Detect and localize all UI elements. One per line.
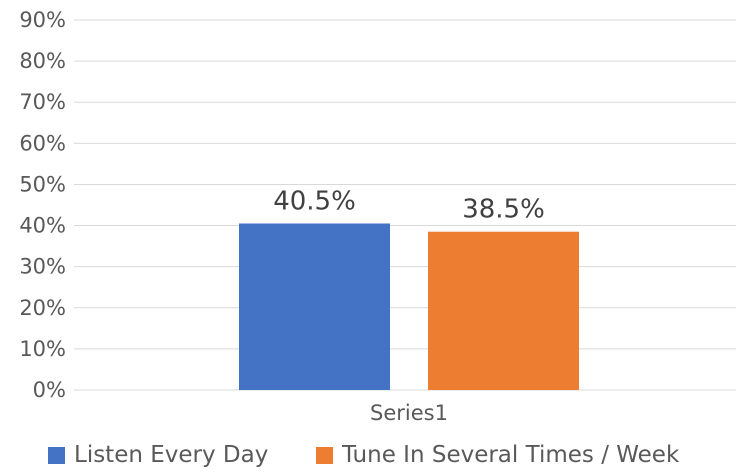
y-tick-label-10: 10% bbox=[19, 337, 66, 361]
y-tick-label-90: 90% bbox=[19, 8, 66, 32]
bar-listen-every-day bbox=[239, 223, 390, 390]
legend: Listen Every Day Tune In Several Times / … bbox=[48, 442, 680, 468]
y-tick-label-20: 20% bbox=[19, 296, 66, 320]
legend-label-listen-every-day: Listen Every Day bbox=[74, 442, 268, 468]
y-axis-tick-labels: 0% 10% 20% 30% 40% 50% 60% 70% 80% 90% bbox=[19, 8, 66, 402]
data-label-listen-every-day: 40.5% bbox=[273, 187, 356, 217]
legend-label-tune-in-several-times-week: Tune In Several Times / Week bbox=[341, 442, 680, 468]
gridlines bbox=[74, 19, 736, 391]
x-axis: Series1 bbox=[370, 401, 448, 425]
y-tick-label-80: 80% bbox=[19, 49, 66, 73]
y-tick-label-40: 40% bbox=[19, 214, 66, 238]
y-tick-label-60: 60% bbox=[19, 131, 66, 155]
x-category-label: Series1 bbox=[370, 401, 448, 425]
data-labels: 40.5% 38.5% bbox=[273, 187, 545, 225]
data-label-tune-in-several-times-week: 38.5% bbox=[462, 195, 545, 225]
y-tick-label-30: 30% bbox=[19, 255, 66, 279]
y-tick-label-70: 70% bbox=[19, 90, 66, 114]
y-tick-label-50: 50% bbox=[19, 172, 66, 196]
legend-swatch-listen-every-day bbox=[48, 447, 65, 464]
bar-tune-in-several-times-week bbox=[428, 231, 579, 390]
legend-swatch-tune-in-several-times-week bbox=[316, 447, 333, 464]
bars bbox=[239, 223, 579, 390]
y-tick-label-0: 0% bbox=[33, 378, 66, 402]
